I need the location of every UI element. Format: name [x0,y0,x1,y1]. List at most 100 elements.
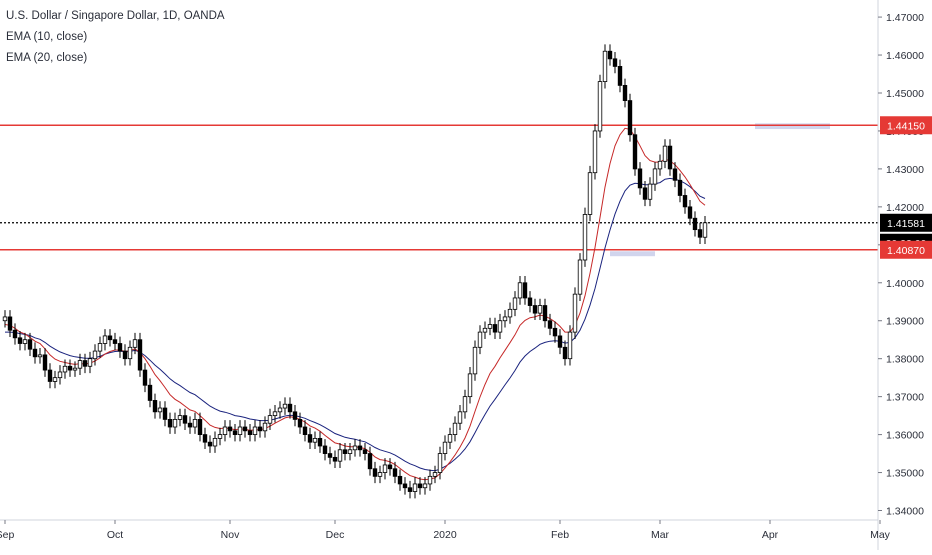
candle[interactable] [577,259,583,295]
candle[interactable] [672,168,678,181]
candle[interactable] [202,434,208,443]
candle[interactable] [357,445,363,451]
candle[interactable] [172,419,178,428]
candle[interactable] [437,453,443,473]
candle[interactable] [27,339,33,350]
candle[interactable] [337,449,343,462]
candle[interactable] [167,419,173,428]
symbol-title[interactable]: U.S. Dollar / Singapore Dollar, 1D, OAND… [6,10,225,22]
ema20-legend[interactable]: EMA (20, close) [6,52,88,64]
resistance-tag[interactable] [880,116,932,135]
candle[interactable] [642,187,648,200]
candle[interactable] [567,331,573,360]
candle[interactable] [207,441,213,447]
candle[interactable] [392,468,398,477]
candle[interactable] [487,324,493,329]
candle[interactable] [287,403,293,413]
candle[interactable] [517,282,523,299]
candle[interactable] [62,365,68,373]
candle[interactable] [597,81,603,132]
candle[interactable] [57,371,63,379]
candle[interactable] [77,360,83,369]
candle[interactable] [587,172,593,215]
candle[interactable] [677,179,683,196]
candle[interactable] [482,327,488,333]
candle[interactable] [552,327,558,337]
candle[interactable] [272,411,278,417]
candle[interactable] [257,426,263,432]
ema10-legend[interactable]: EMA (10, close) [6,31,88,43]
candle[interactable] [572,293,578,333]
candle[interactable] [532,305,538,314]
candle[interactable] [512,297,518,310]
candle[interactable] [82,360,88,367]
candle[interactable] [397,475,403,485]
candle[interactable] [592,130,598,174]
candle[interactable] [617,66,623,86]
candle[interactable] [157,407,163,413]
candle[interactable] [417,483,423,489]
candle[interactable] [682,195,688,208]
candle[interactable] [302,426,308,435]
candle[interactable] [232,430,238,435]
candle[interactable] [12,329,18,339]
candle[interactable] [262,422,268,432]
candle[interactable] [422,483,428,489]
candle[interactable] [227,426,233,432]
candle[interactable] [402,483,408,489]
candle[interactable] [522,282,528,299]
candle[interactable] [507,308,513,318]
candle[interactable] [102,335,108,344]
candle[interactable] [47,369,53,382]
candle[interactable] [627,100,633,136]
candle[interactable] [462,396,468,413]
candle[interactable] [307,434,313,443]
candle[interactable] [562,346,568,360]
candle[interactable] [492,324,498,333]
candle[interactable] [527,297,533,306]
candle[interactable] [652,168,658,185]
candle[interactable] [87,358,93,367]
candle[interactable] [542,305,548,322]
candle[interactable] [197,419,203,435]
candle[interactable] [412,483,418,492]
candle[interactable] [547,320,553,329]
candle[interactable] [687,206,693,219]
candle[interactable] [372,468,378,477]
candle[interactable] [187,422,193,428]
candle[interactable] [277,407,283,413]
candle[interactable] [112,339,118,344]
candle[interactable] [67,365,73,371]
candle[interactable] [252,426,258,435]
candle[interactable] [367,453,373,470]
candle[interactable] [657,160,663,170]
candle[interactable] [432,472,438,477]
candle[interactable] [377,472,383,477]
candle[interactable] [477,331,483,348]
candle[interactable] [217,434,223,439]
candle[interactable] [457,411,463,424]
candle[interactable] [382,464,388,473]
support-tag[interactable] [880,240,932,259]
candle[interactable] [452,422,458,435]
candle[interactable] [427,475,433,485]
candle[interactable] [692,217,698,231]
candle[interactable] [127,346,133,360]
candle[interactable] [147,384,153,401]
candle[interactable] [137,339,143,371]
candle[interactable] [312,437,318,443]
candle[interactable] [182,415,188,424]
candle[interactable] [297,419,303,428]
candle[interactable] [282,403,288,409]
candle[interactable] [632,134,638,170]
candle[interactable] [697,229,703,238]
candle[interactable] [107,335,113,341]
candle[interactable] [327,453,333,458]
candle[interactable] [42,354,48,371]
candle[interactable] [387,464,393,470]
candle[interactable] [152,400,158,413]
candle[interactable] [162,407,168,420]
candle[interactable] [582,214,588,261]
candle[interactable] [647,183,653,200]
candle[interactable] [362,449,368,454]
